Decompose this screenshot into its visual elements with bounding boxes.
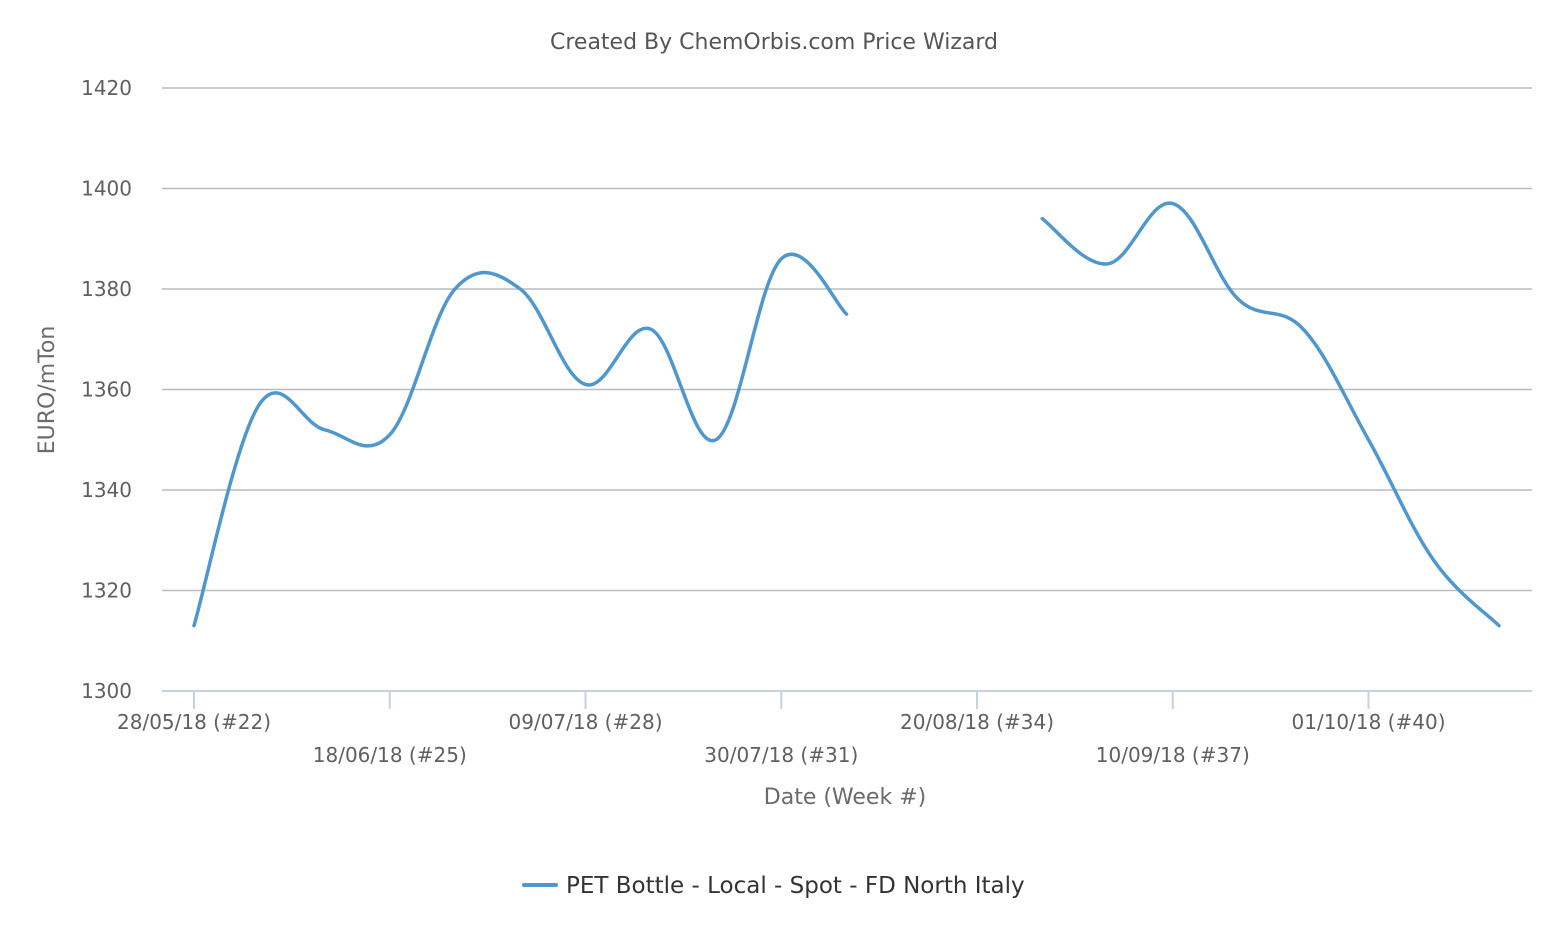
legend[interactable]: PET Bottle - Local - Spot - FD North Ita… <box>522 873 1025 899</box>
x-tick-label: 28/05/18 (#22) <box>117 710 271 734</box>
y-tick-label: 1380 <box>81 277 132 301</box>
y-axis-title: EURO/mTon <box>35 326 60 455</box>
legend-label[interactable]: PET Bottle - Local - Spot - FD North Ita… <box>566 873 1025 899</box>
series-line[interactable] <box>192 252 849 628</box>
y-tick-label: 1400 <box>81 177 132 201</box>
x-axis-title: Date (Week #) <box>764 785 926 810</box>
x-tick-label: 09/07/18 (#28) <box>509 710 663 734</box>
y-tick-label: 1300 <box>81 679 132 703</box>
y-tick-label: 1340 <box>81 478 132 502</box>
y-tick-label: 1320 <box>81 579 132 603</box>
y-axis-ticks: 1300 1320 1340 1360 1380 1400 1420 <box>81 76 132 703</box>
grid-lines <box>162 87 1532 592</box>
y-tick-label: 1420 <box>81 76 132 100</box>
x-tick-label: 01/10/18 (#40) <box>1292 710 1446 734</box>
y-tick-label: 1360 <box>81 378 132 402</box>
x-tick-label: 20/08/18 (#34) <box>900 710 1054 734</box>
series-lines <box>192 201 1501 628</box>
x-tick-label: 18/06/18 (#25) <box>313 743 467 767</box>
x-tick-label: 30/07/18 (#31) <box>704 743 858 767</box>
chart-title: Created By ChemOrbis.com Price Wizard <box>550 30 998 55</box>
series-line[interactable] <box>1040 201 1501 628</box>
x-tick-label: 10/09/18 (#37) <box>1096 743 1250 767</box>
x-axis-ticks: 28/05/18 (#22) 18/06/18 (#25) 09/07/18 (#2… <box>117 691 1446 767</box>
